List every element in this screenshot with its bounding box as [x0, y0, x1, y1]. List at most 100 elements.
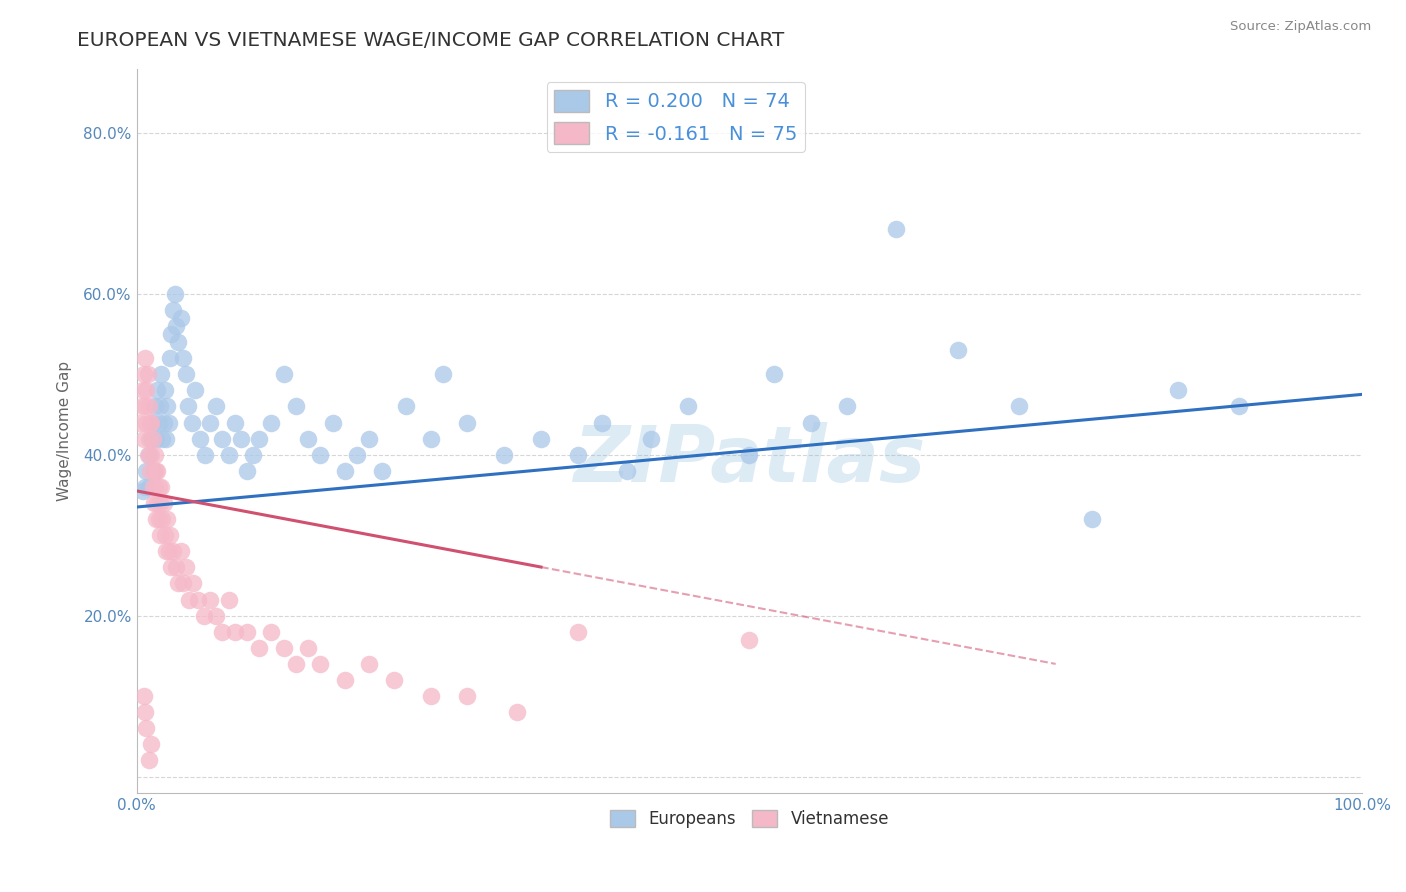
Point — [419, 432, 441, 446]
Point — [616, 464, 638, 478]
Point — [395, 400, 418, 414]
Point — [139, 416, 162, 430]
Point — [138, 400, 160, 414]
Point — [762, 368, 785, 382]
Point — [181, 576, 204, 591]
Point — [1081, 512, 1104, 526]
Point — [141, 448, 163, 462]
Point — [150, 512, 173, 526]
Point — [284, 657, 307, 671]
Point — [132, 368, 155, 382]
Point — [165, 560, 187, 574]
Text: Source: ZipAtlas.com: Source: ZipAtlas.com — [1230, 20, 1371, 33]
Point — [159, 528, 181, 542]
Point — [198, 416, 221, 430]
Point — [273, 368, 295, 382]
Point — [134, 351, 156, 366]
Point — [155, 432, 177, 446]
Point — [738, 448, 761, 462]
Point — [297, 432, 319, 446]
Point — [205, 608, 228, 623]
Point — [142, 496, 165, 510]
Point — [132, 432, 155, 446]
Point — [131, 400, 153, 414]
Point — [135, 384, 157, 398]
Point — [142, 416, 165, 430]
Point — [205, 400, 228, 414]
Point — [159, 351, 181, 366]
Point — [530, 432, 553, 446]
Point — [148, 512, 170, 526]
Point — [309, 448, 332, 462]
Point — [153, 384, 176, 398]
Point — [359, 657, 381, 671]
Point — [211, 432, 233, 446]
Point — [155, 544, 177, 558]
Point — [141, 416, 163, 430]
Point — [132, 483, 155, 498]
Point — [359, 432, 381, 446]
Point — [136, 448, 159, 462]
Point — [1167, 384, 1189, 398]
Point — [177, 400, 200, 414]
Point — [150, 432, 173, 446]
Point — [160, 326, 183, 341]
Point — [149, 496, 172, 510]
Point — [180, 416, 202, 430]
Point — [309, 657, 332, 671]
Point — [138, 432, 160, 446]
Point — [139, 464, 162, 478]
Point — [134, 400, 156, 414]
Point — [738, 632, 761, 647]
Point — [167, 576, 190, 591]
Point — [179, 592, 201, 607]
Point — [1229, 400, 1251, 414]
Point — [187, 592, 209, 607]
Point — [172, 351, 194, 366]
Point — [236, 464, 259, 478]
Point — [236, 624, 259, 639]
Point — [174, 368, 197, 382]
Point — [247, 432, 270, 446]
Point — [260, 416, 283, 430]
Point — [145, 512, 167, 526]
Point — [129, 416, 152, 430]
Point — [419, 689, 441, 703]
Point — [149, 528, 172, 542]
Point — [134, 705, 156, 719]
Point — [143, 448, 166, 462]
Point — [591, 416, 613, 430]
Point — [134, 480, 156, 494]
Point — [432, 368, 454, 382]
Point — [142, 480, 165, 494]
Point — [135, 721, 157, 735]
Point — [162, 302, 184, 317]
Point — [837, 400, 859, 414]
Point — [162, 544, 184, 558]
Point — [1008, 400, 1031, 414]
Point — [157, 544, 180, 558]
Point — [218, 592, 240, 607]
Point — [273, 640, 295, 655]
Point — [224, 416, 246, 430]
Point — [382, 673, 405, 687]
Point — [150, 368, 173, 382]
Point — [142, 464, 165, 478]
Point — [640, 432, 662, 446]
Point — [135, 416, 157, 430]
Point — [190, 432, 212, 446]
Point — [457, 416, 479, 430]
Point — [333, 464, 356, 478]
Point — [136, 368, 159, 382]
Point — [946, 343, 969, 358]
Point — [153, 528, 176, 542]
Point — [370, 464, 392, 478]
Point — [567, 624, 589, 639]
Point — [148, 480, 170, 494]
Point — [145, 432, 167, 446]
Point — [297, 640, 319, 655]
Point — [170, 544, 193, 558]
Point — [167, 334, 190, 349]
Point — [170, 310, 193, 325]
Point — [146, 464, 169, 478]
